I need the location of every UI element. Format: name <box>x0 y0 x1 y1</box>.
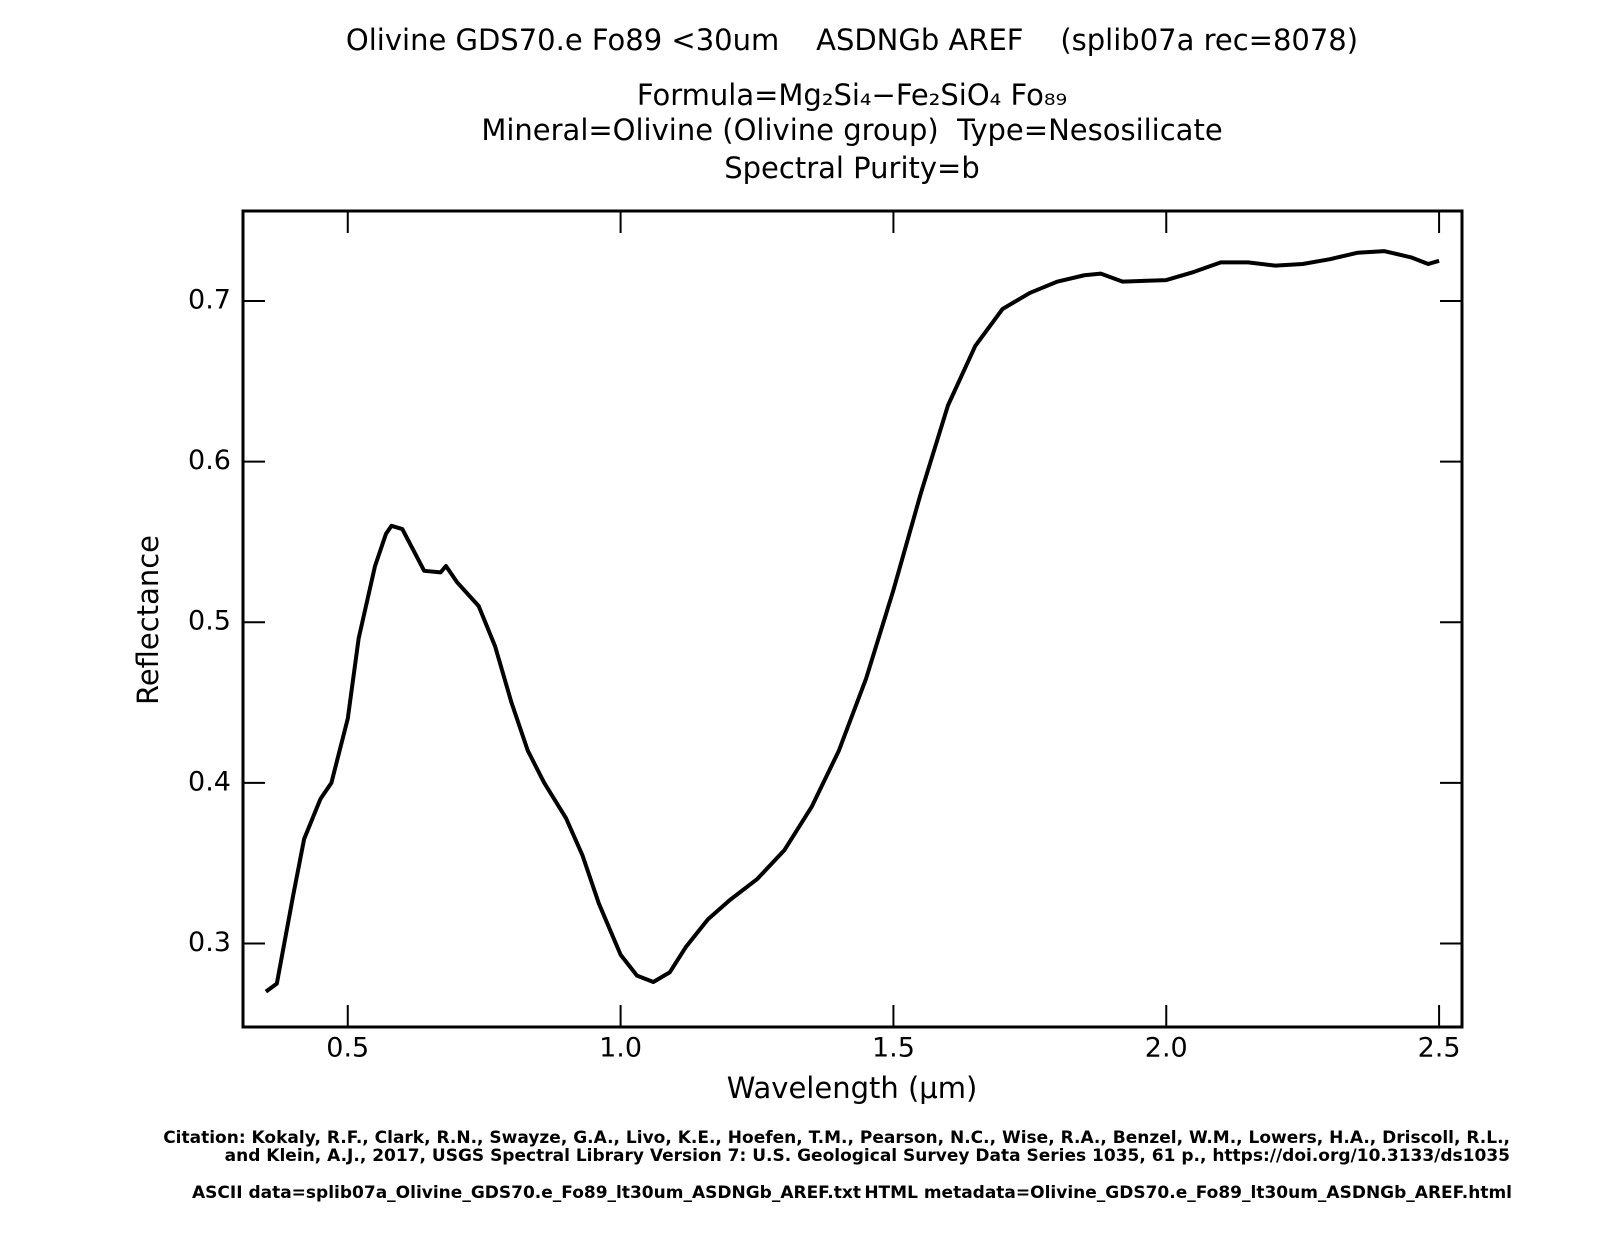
y-tick-label: 0.5 <box>188 606 231 637</box>
x-tick-label: 1.0 <box>599 1033 642 1064</box>
citation: and Klein, A.J., 2017, USGS Spectral Lib… <box>225 1146 1510 1166</box>
y-tick-label: 0.3 <box>188 927 231 958</box>
x-tick-label: 0.5 <box>326 1033 369 1064</box>
subtitle: Mineral=Olivine (Olivine group) Type=Nes… <box>481 113 1222 147</box>
x-axis-label: Wavelength (μm) <box>727 1071 978 1105</box>
subtitle: Spectral Purity=b <box>724 151 980 185</box>
chart-title: Olivine GDS70.e Fo89 <30um ASDNGb AREF (… <box>346 23 1358 57</box>
x-tick-label: 2.0 <box>1145 1033 1188 1064</box>
y-tick-label: 0.7 <box>188 284 231 315</box>
plot-frame <box>241 209 1464 1029</box>
footer-right: HTML metadata=Olivine_GDS70.e_Fo89_lt30u… <box>864 1183 1512 1203</box>
subtitle: Formula=Mg₂Si₄−Fe₂SiO₄ Fo₈₉ <box>637 78 1067 112</box>
y-tick-label: 0.6 <box>188 445 231 476</box>
x-tick-label: 1.5 <box>872 1033 915 1064</box>
y-axis-label: Reflectance <box>131 535 165 705</box>
y-tick-label: 0.4 <box>188 766 231 797</box>
spectrum-line <box>264 249 1440 994</box>
footer-left: ASCII data=splib07a_Olivine_GDS70.e_Fo89… <box>192 1183 861 1203</box>
x-tick-label: 2.5 <box>1418 1033 1461 1064</box>
citation: Citation: Kokaly, R.F., Clark, R.N., Swa… <box>163 1128 1510 1148</box>
